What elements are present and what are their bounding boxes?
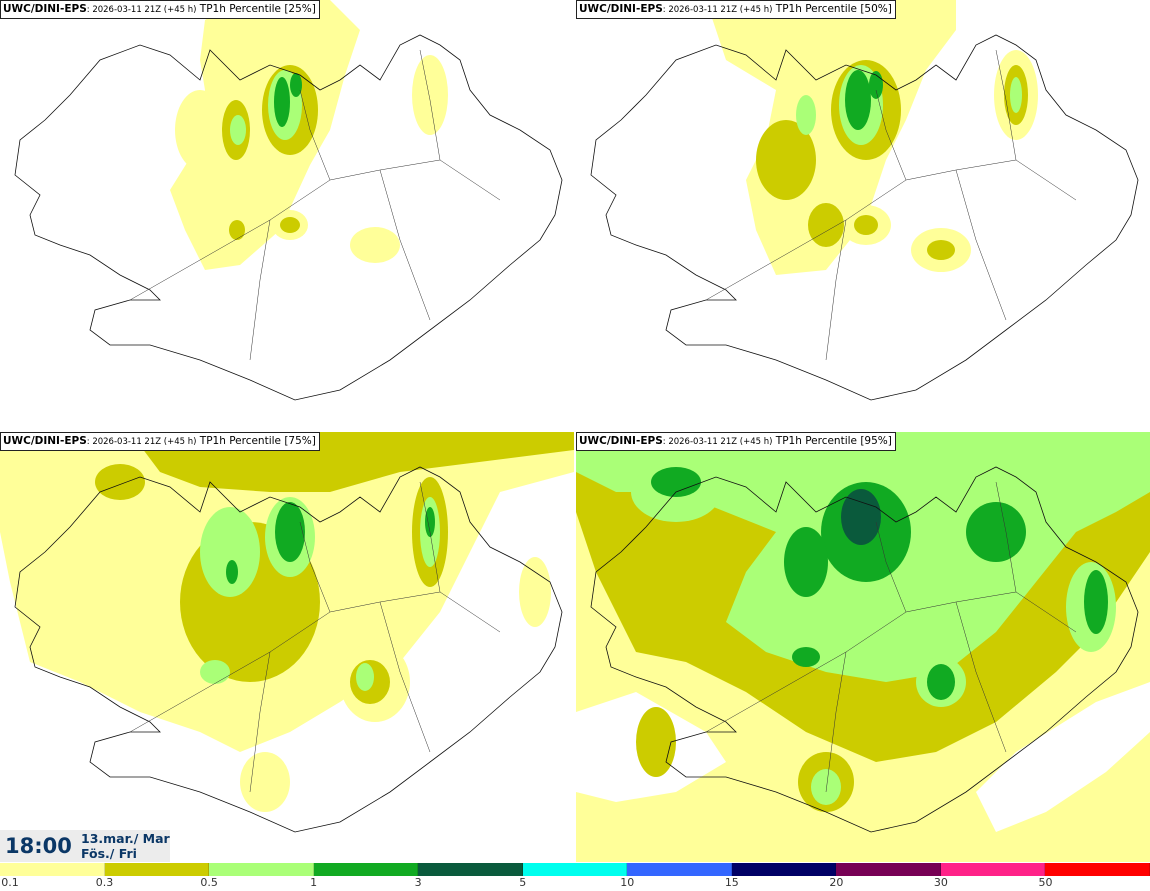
legend-swatch — [209, 863, 314, 876]
legend-swatch — [522, 863, 628, 876]
legend-tick-label: 1 — [310, 876, 318, 889]
precip-map-p95 — [576, 432, 1150, 862]
precip-map-p75 — [0, 432, 574, 833]
legend-ticks: 0.1 0.3 0.5 1 3 5 10 15 20 30 50 — [0, 876, 1150, 891]
legend-tick-label: 20 — [829, 876, 844, 889]
legend-colorbar — [0, 863, 1150, 876]
map-panel-p75: UWC/DINI-EPS: 2026-03-11 21Z (+45 h) TP1… — [0, 432, 574, 862]
valid-date-line2: Fös./ Fri — [81, 846, 137, 861]
precip-shading — [576, 432, 1150, 862]
region-borders — [129, 481, 501, 793]
legend-tick-label: 50 — [1038, 876, 1053, 889]
legend-swatch — [1045, 863, 1150, 876]
valid-date: 13.mar./ Mar Fös./ Fri — [81, 831, 170, 861]
valid-time-box: 18:00 13.mar./ Mar Fös./ Fri — [0, 830, 170, 862]
panel-title: UWC/DINI-EPS: 2026-03-11 21Z (+45 h) TP1… — [0, 432, 320, 451]
legend-swatch — [313, 863, 419, 876]
panel-title: UWC/DINI-EPS: 2026-03-11 21Z (+45 h) TP1… — [0, 0, 320, 19]
precip-map-p25 — [14, 0, 563, 401]
region-borders — [705, 481, 1077, 793]
precip-shading — [706, 0, 1038, 275]
legend-swatch — [418, 863, 523, 876]
precip-shading — [170, 0, 448, 270]
legend-swatch — [731, 863, 837, 876]
map-panel-p25: UWC/DINI-EPS: 2026-03-11 21Z (+45 h) TP1… — [0, 0, 574, 430]
legend-tick-label: 30 — [933, 876, 948, 889]
legend-tick-label: 15 — [724, 876, 739, 889]
map-panel-p95: UWC/DINI-EPS: 2026-03-11 21Z (+45 h) TP1… — [576, 432, 1150, 862]
region-borders — [129, 49, 501, 361]
legend-swatch — [627, 863, 732, 876]
legend-tick-label: 10 — [620, 876, 635, 889]
valid-date-line1: 13.mar./ Mar — [81, 831, 170, 846]
legend-swatch — [104, 863, 210, 876]
precip-map-p50 — [590, 0, 1139, 401]
panel-title: UWC/DINI-EPS: 2026-03-11 21Z (+45 h) TP1… — [576, 432, 896, 451]
panel-title: UWC/DINI-EPS: 2026-03-11 21Z (+45 h) TP1… — [576, 0, 896, 19]
region-borders — [705, 49, 1077, 361]
legend-tick-label: 0.1 — [1, 876, 19, 889]
precip-shading — [0, 432, 574, 812]
legend-tick-label: 5 — [519, 876, 527, 889]
legend-swatch — [940, 863, 1046, 876]
valid-time: 18:00 — [5, 834, 72, 858]
legend-tick-label: 0.5 — [200, 876, 218, 889]
map-panel-p50: UWC/DINI-EPS: 2026-03-11 21Z (+45 h) TP1… — [576, 0, 1150, 430]
legend-tick-label: 0.3 — [95, 876, 114, 889]
legend-tick-label: 3 — [414, 876, 422, 889]
legend-swatch — [836, 863, 941, 876]
legend-swatch — [0, 863, 105, 876]
